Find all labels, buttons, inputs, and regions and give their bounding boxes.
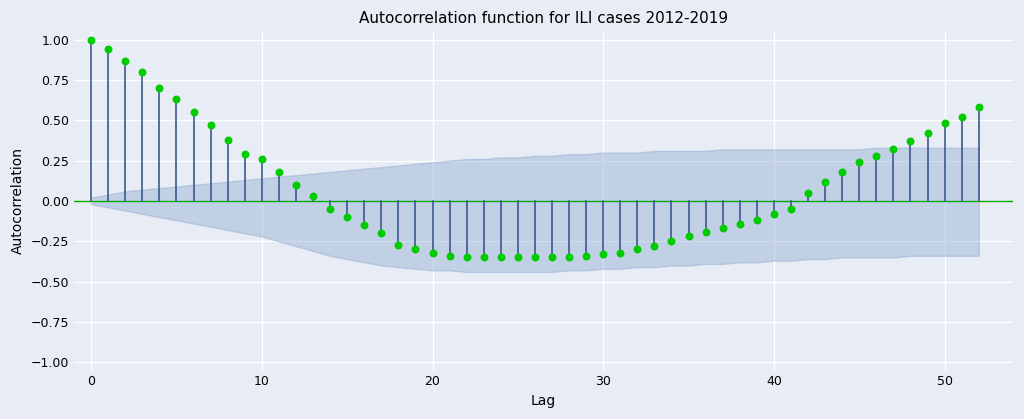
Point	[322, 206, 338, 212]
Point	[254, 155, 270, 162]
Point	[373, 230, 389, 237]
Point	[885, 146, 901, 153]
Point	[544, 254, 560, 261]
Point	[237, 151, 253, 158]
Point	[731, 220, 748, 227]
Point	[117, 57, 133, 64]
Point	[270, 168, 287, 175]
Title: Autocorrelation function for ILI cases 2012-2019: Autocorrelation function for ILI cases 2…	[358, 11, 728, 26]
Point	[953, 114, 970, 120]
Point	[152, 85, 168, 91]
Point	[782, 206, 799, 212]
Point	[800, 189, 816, 196]
Point	[680, 233, 696, 240]
Point	[424, 249, 440, 256]
Point	[629, 246, 645, 253]
Point	[134, 68, 151, 75]
Point	[817, 178, 834, 185]
Point	[168, 96, 184, 103]
Point	[595, 251, 611, 258]
Point	[203, 122, 219, 129]
Point	[902, 138, 919, 145]
Point	[851, 159, 867, 166]
Point	[441, 253, 458, 259]
Point	[526, 254, 543, 261]
Point	[936, 120, 952, 127]
Point	[305, 193, 322, 199]
Point	[834, 168, 850, 175]
Point	[100, 46, 117, 52]
Point	[697, 228, 714, 235]
Point	[971, 104, 987, 111]
Point	[749, 217, 765, 224]
Point	[493, 254, 509, 261]
Point	[459, 254, 475, 261]
Point	[185, 109, 202, 116]
Point	[339, 214, 355, 220]
Point	[390, 241, 407, 248]
Point	[288, 181, 304, 188]
Y-axis label: Autocorrelation: Autocorrelation	[11, 147, 26, 254]
Point	[715, 225, 731, 232]
Point	[510, 254, 526, 261]
Point	[356, 222, 373, 228]
Point	[920, 130, 936, 137]
Point	[408, 246, 424, 253]
Point	[561, 254, 578, 261]
Point	[578, 253, 594, 259]
Point	[766, 210, 782, 217]
Point	[219, 136, 236, 143]
Point	[475, 254, 492, 261]
Point	[868, 153, 885, 159]
Point	[612, 249, 629, 256]
X-axis label: Lag: Lag	[530, 394, 556, 408]
Point	[646, 243, 663, 249]
Point	[83, 36, 99, 43]
Point	[664, 238, 680, 245]
